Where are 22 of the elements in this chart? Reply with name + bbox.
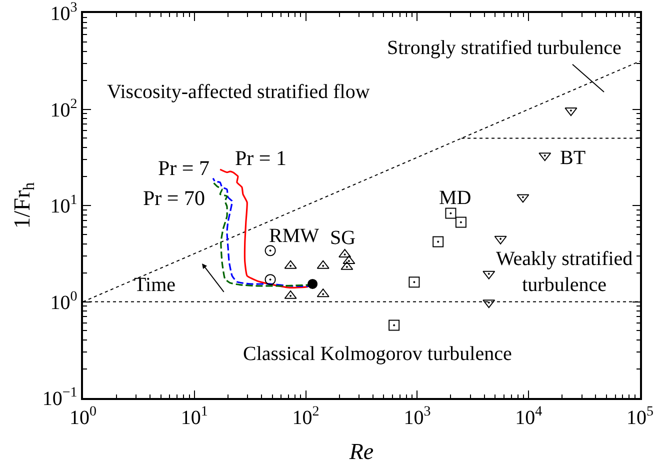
x-tick-label: 10$^{1}$	[180, 404, 208, 429]
annotation: Time	[134, 274, 176, 296]
x-tick-label: 10$^{5}$	[626, 404, 654, 429]
x-tick-label: 10$^{3}$	[404, 404, 431, 429]
annotation: Viscosity-affected stratified flow	[107, 81, 370, 103]
annotation: Classical Kolmogorov turbulence	[243, 343, 512, 365]
annotation: Strongly stratified turbulence	[387, 37, 622, 59]
annotation: Pr = 1	[235, 146, 287, 170]
annotation: Weakly stratified turbulence	[496, 248, 633, 296]
y-tick-label: 10$^{1}$	[50, 193, 78, 218]
annotation: Pr = 70	[143, 186, 206, 210]
y-tick-label: 10$^{2}$	[50, 96, 78, 122]
series-label: RMW	[269, 225, 320, 247]
annotation: Pr = 7	[158, 156, 210, 180]
x-tick-label: 10$^{4}$	[515, 404, 542, 429]
series-label: SG	[330, 227, 356, 249]
y-tick-label: 10$^{3}$	[50, 0, 78, 25]
series-label: BT	[560, 147, 586, 169]
x-tick-label: 10$^{2}$	[292, 404, 320, 429]
x-axis-title: Re	[348, 438, 374, 464]
y-tick-label: 10$^{0}$	[50, 289, 78, 314]
series-label: MD	[439, 187, 472, 209]
